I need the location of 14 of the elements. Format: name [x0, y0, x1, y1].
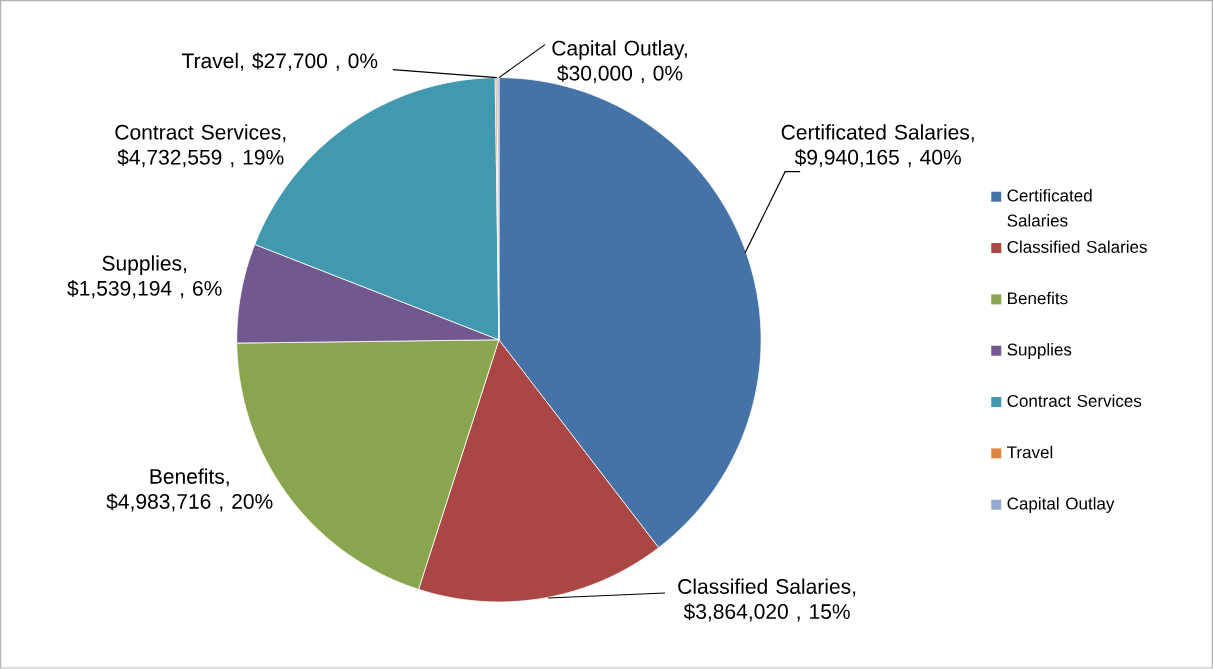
data-label: Certificated Salaries, $9,940,165 , 40%	[781, 124, 974, 168]
legend-label: Certificated Salaries	[1007, 189, 1092, 227]
legend-label: Benefits	[1008, 291, 1068, 305]
legend-label: Classified Salaries	[1007, 240, 1147, 254]
data-label: Travel, $27,700 , 0%	[181, 52, 378, 71]
data-label: Capital Outlay, $30,000 , 0%	[552, 40, 687, 84]
legend-label: Capital Outlay	[1007, 497, 1115, 514]
data-label: Contract Services, $4,732,559 , 19%	[115, 124, 286, 168]
data-label: Supplies, $1,539,194 , 6%	[67, 255, 222, 299]
legend-label: Supplies	[1007, 343, 1072, 360]
data-label: Classified Salaries, $3,864,020 , 15%	[678, 578, 856, 622]
legend-label: Contract Services	[1007, 394, 1142, 408]
data-label: Benefits, $4,983,716 , 20%	[106, 468, 273, 512]
legend-label: Travel	[1007, 445, 1053, 459]
